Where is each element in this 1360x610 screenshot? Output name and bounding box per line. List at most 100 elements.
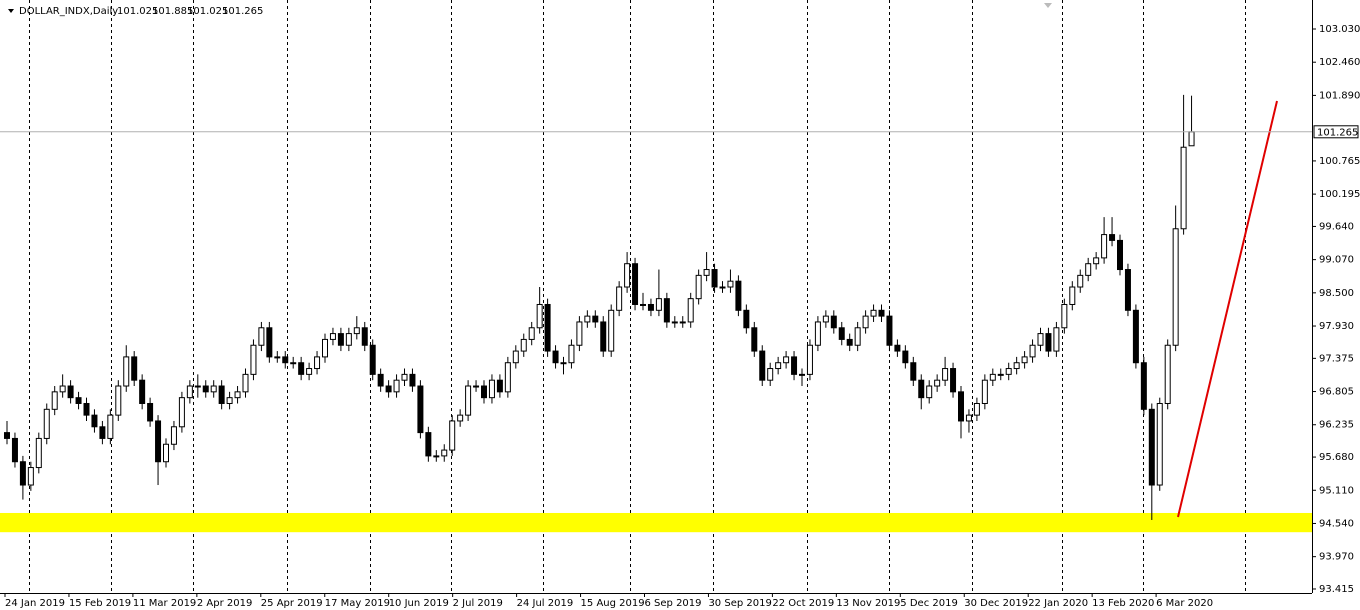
- candle-body: [727, 280, 734, 288]
- y-tick-label: 102.460: [1319, 57, 1360, 68]
- candle-body: [1132, 309, 1139, 364]
- candle-body: [11, 437, 18, 463]
- candle-body: [345, 333, 352, 346]
- candle-body: [647, 303, 654, 311]
- y-tick-label: 100.195: [1319, 189, 1360, 200]
- x-tick-label: 24 Jul 2019: [517, 598, 574, 609]
- candle-body: [584, 315, 591, 323]
- candle-body: [377, 373, 384, 387]
- candle-body: [393, 379, 400, 393]
- candle-body: [1029, 344, 1036, 358]
- candle-body: [51, 391, 58, 410]
- x-tick-label: 13 Nov 2019: [836, 598, 900, 609]
- candle-body: [19, 461, 26, 486]
- candle-body: [242, 373, 249, 393]
- candle-body: [814, 321, 821, 346]
- y-tick-label: 99.640: [1319, 221, 1354, 232]
- candle-body: [965, 414, 972, 422]
- candle-body: [186, 385, 193, 399]
- candle-body: [274, 356, 281, 359]
- candle-body: [512, 350, 519, 364]
- candle-body: [671, 321, 678, 324]
- x-tick-label: 22 Oct 2019: [772, 598, 834, 609]
- candle-body: [329, 333, 336, 340]
- x-tick-label: 30 Dec 2019: [964, 598, 1028, 609]
- header-open: 101.025: [117, 6, 158, 17]
- x-tick-label: 10 Jun 2019: [389, 598, 449, 609]
- candle-body: [862, 315, 869, 329]
- x-tick-label: 5 Dec 2019: [900, 598, 958, 609]
- trend-line: [1177, 100, 1278, 518]
- candle-body: [155, 420, 162, 463]
- candle-body: [266, 327, 273, 358]
- candle-body: [1037, 333, 1044, 346]
- candle-body: [401, 373, 408, 381]
- candle-body: [131, 356, 138, 381]
- candle-body: [743, 309, 750, 329]
- candle-body: [1013, 362, 1020, 370]
- candle-body: [83, 402, 90, 416]
- x-tick-label: 11 Mar 2019: [133, 598, 196, 609]
- candle-body: [878, 309, 885, 317]
- candle-body: [894, 344, 901, 352]
- candle-body: [43, 408, 50, 439]
- header-high: 101.885: [152, 6, 193, 17]
- candle-body: [918, 379, 925, 399]
- candle-body: [409, 373, 416, 387]
- x-tick-label: 15 Feb 2019: [69, 598, 131, 609]
- candle-body: [322, 338, 328, 358]
- candle-body: [926, 385, 933, 399]
- y-tick-label: 99.070: [1319, 255, 1354, 266]
- candle-body: [27, 467, 34, 486]
- candle-body: [75, 397, 82, 404]
- candle-body: [997, 373, 1004, 376]
- candle-body: [1077, 274, 1084, 288]
- y-tick-label: 93.415: [1319, 584, 1354, 595]
- y-tick-label: 96.805: [1319, 387, 1354, 398]
- candle-body: [481, 385, 487, 399]
- candle-body: [1085, 263, 1092, 276]
- x-tick-label: 22 Jan 2020: [1028, 598, 1088, 609]
- candle-body: [465, 385, 472, 416]
- candle-body: [576, 321, 583, 346]
- candle-body: [520, 338, 527, 352]
- candle-body: [989, 373, 996, 381]
- candle-body: [35, 437, 42, 469]
- candle-body: [552, 350, 559, 364]
- header-low: 101.025: [187, 6, 228, 17]
- candle-body: [488, 379, 495, 399]
- candle-body: [59, 385, 66, 393]
- candle-body: [353, 327, 360, 335]
- candle-body: [640, 303, 646, 306]
- candle-body: [1140, 362, 1147, 410]
- candle-body: [282, 356, 289, 364]
- candle-body: [290, 362, 297, 365]
- candle-body: [504, 362, 511, 393]
- candle-body: [67, 385, 74, 399]
- candle-body: [1109, 234, 1116, 241]
- candle-body: [1156, 402, 1163, 486]
- candle-body: [91, 414, 98, 428]
- candle-body: [425, 432, 432, 457]
- candle-body: [115, 385, 122, 416]
- candle-body: [4, 432, 10, 439]
- candle-body: [854, 327, 861, 346]
- candle-body: [600, 321, 607, 352]
- candle-body: [1180, 146, 1187, 230]
- candle-body: [226, 397, 233, 404]
- candle-body: [1117, 239, 1123, 271]
- candle-body: [799, 373, 805, 376]
- support-zone: [0, 512, 1312, 533]
- x-tick-label: 6 Mar 2020: [1156, 598, 1213, 609]
- candle-body: [775, 362, 782, 370]
- candle-body: [942, 368, 949, 381]
- y-tick-label: 93.970: [1319, 552, 1354, 563]
- candle-body: [663, 298, 670, 323]
- candle-body: [528, 327, 535, 340]
- candle-body: [751, 327, 758, 352]
- candle-body: [1093, 257, 1100, 265]
- candle-body: [1069, 286, 1076, 305]
- candle-body: [830, 315, 837, 329]
- price-label: 101.265: [1317, 127, 1358, 138]
- y-tick-label: 97.375: [1319, 353, 1354, 364]
